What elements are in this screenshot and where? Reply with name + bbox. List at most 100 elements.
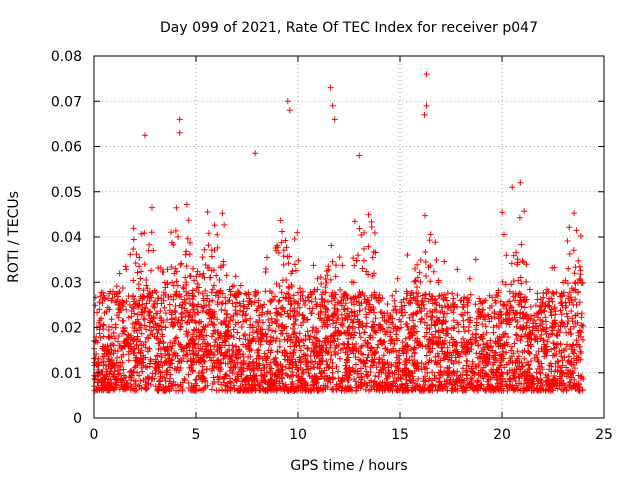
- data-point: [361, 329, 368, 336]
- data-point: [325, 338, 332, 345]
- data-point: [125, 314, 132, 321]
- data-point: [307, 387, 314, 394]
- data-point: [297, 285, 303, 292]
- data-point: [475, 309, 482, 316]
- data-point: [440, 385, 447, 392]
- data-point: [331, 116, 338, 123]
- data-point: [394, 275, 401, 282]
- data-point: [492, 349, 499, 356]
- data-point: [307, 365, 314, 372]
- y-tick-label: 0.04: [51, 230, 82, 246]
- data-point: [190, 341, 197, 348]
- data-point: [283, 244, 290, 251]
- data-point: [567, 325, 574, 332]
- data-point: [395, 365, 402, 372]
- data-point: [521, 369, 528, 376]
- data-point: [422, 295, 429, 302]
- data-point: [455, 328, 462, 335]
- data-point: [222, 338, 229, 345]
- data-point: [406, 357, 413, 364]
- data-point: [518, 324, 525, 331]
- data-point: [373, 364, 380, 371]
- data-point: [501, 364, 508, 371]
- data-point: [518, 380, 525, 387]
- data-point: [572, 280, 579, 287]
- data-point: [494, 376, 501, 383]
- data-point: [301, 351, 308, 358]
- data-point: [240, 357, 247, 364]
- data-point: [183, 307, 190, 314]
- data-point: [553, 380, 560, 387]
- data-point: [400, 350, 407, 357]
- data-point: [497, 298, 504, 305]
- data-point: [332, 262, 339, 269]
- data-point: [481, 312, 488, 319]
- data-point: [253, 307, 260, 314]
- data-point: [234, 329, 241, 336]
- data-point: [170, 351, 177, 358]
- data-point: [543, 290, 550, 297]
- data-point: [535, 348, 542, 355]
- data-point: [143, 277, 150, 284]
- data-point: [249, 322, 256, 329]
- data-point: [344, 305, 351, 312]
- data-point: [144, 285, 151, 292]
- data-point: [361, 296, 368, 303]
- data-point: [375, 322, 382, 329]
- data-point: [130, 277, 137, 284]
- data-point: [218, 300, 225, 307]
- data-point: [240, 341, 247, 348]
- data-point: [274, 349, 281, 356]
- data-point: [153, 288, 160, 295]
- data-point: [321, 375, 328, 382]
- data-point: [184, 358, 191, 365]
- data-point: [423, 329, 430, 336]
- data-point: [272, 337, 279, 344]
- data-point: [282, 364, 289, 371]
- data-point: [548, 346, 555, 353]
- data-point: [284, 98, 291, 105]
- data-point: [223, 272, 230, 279]
- data-point: [107, 351, 114, 358]
- data-point: [203, 365, 210, 372]
- data-point: [568, 361, 575, 368]
- data-point: [194, 309, 201, 316]
- data-point: [566, 251, 573, 258]
- data-point: [413, 365, 420, 372]
- data-point: [452, 386, 459, 393]
- data-point: [366, 301, 373, 308]
- data-point: [525, 361, 532, 368]
- data-point: [224, 386, 231, 393]
- data-point: [369, 356, 376, 363]
- data-point: [372, 295, 379, 302]
- data-point: [510, 372, 517, 379]
- data-point: [488, 302, 495, 309]
- data-point: [280, 261, 287, 268]
- data-point: [528, 372, 535, 379]
- data-point: [98, 289, 105, 296]
- data-point: [150, 303, 157, 310]
- data-point: [513, 357, 520, 364]
- data-point: [153, 366, 160, 373]
- data-point: [201, 246, 208, 253]
- data-point: [335, 315, 342, 322]
- data-point: [551, 372, 558, 379]
- data-point: [532, 302, 539, 309]
- data-point: [410, 317, 417, 324]
- data-point: [425, 264, 432, 271]
- data-point: [96, 299, 103, 306]
- data-point: [505, 333, 512, 340]
- data-point: [278, 366, 285, 373]
- data-point: [523, 319, 530, 326]
- data-point: [343, 364, 350, 371]
- data-point: [186, 295, 193, 302]
- data-point: [355, 319, 362, 326]
- data-point: [298, 322, 305, 329]
- data-point: [209, 286, 216, 293]
- data-point: [176, 116, 183, 123]
- data-point: [559, 299, 566, 306]
- data-point: [308, 298, 315, 305]
- data-point: [133, 320, 140, 327]
- data-point: [108, 368, 115, 375]
